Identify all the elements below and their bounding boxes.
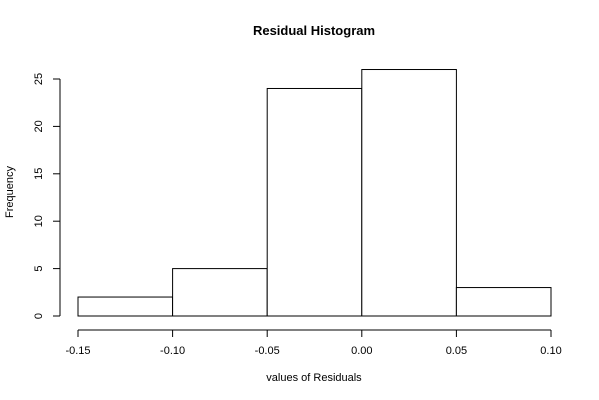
x-tick-label: -0.15 — [65, 345, 90, 357]
bars-group — [77, 69, 552, 317]
x-axis-label: values of Residuals — [266, 372, 362, 384]
histogram-bar-5 — [455, 287, 552, 317]
histogram-bar-2 — [172, 268, 268, 317]
histogram-bar-4 — [361, 69, 457, 317]
x-axis: -0.15 -0.10 -0.05 0.00 0.05 0.10 — [65, 329, 562, 357]
y-tick-label: 20 — [33, 120, 45, 132]
x-tick-label: 0.05 — [446, 345, 467, 357]
chart-title: Residual Histogram — [253, 23, 375, 38]
y-tick-label: 25 — [33, 73, 45, 85]
y-tick-label: 10 — [33, 215, 45, 227]
y-tick-label: 0 — [33, 313, 45, 319]
y-axis: 0 5 10 15 20 25 — [33, 73, 61, 319]
histogram-bar-3 — [266, 87, 363, 317]
x-tick-label: 0.00 — [351, 345, 372, 357]
x-tick-label: -0.05 — [255, 345, 280, 357]
x-tick-label: 0.10 — [540, 345, 561, 357]
y-tick-label: 15 — [33, 168, 45, 180]
histogram-bar-1 — [77, 296, 174, 317]
y-axis-label: Frequency — [4, 166, 16, 218]
x-tick-label: -0.10 — [160, 345, 185, 357]
y-tick-label: 5 — [33, 266, 45, 272]
